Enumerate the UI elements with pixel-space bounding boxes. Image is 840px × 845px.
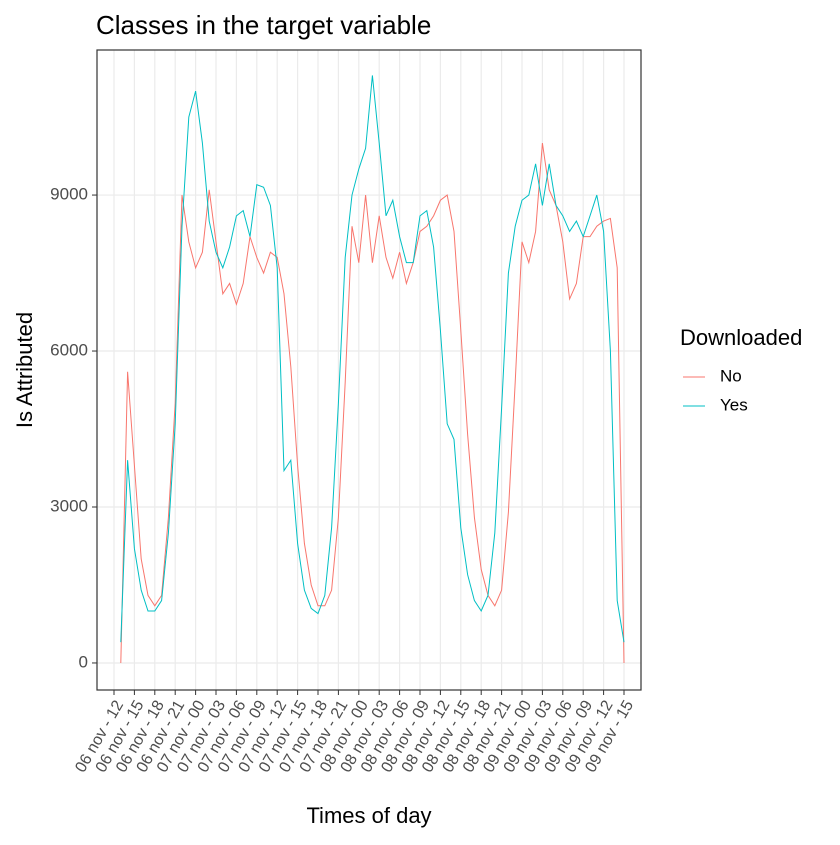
y-tick-label: 9000 xyxy=(50,185,88,204)
data-line xyxy=(120,75,625,643)
legend-label: No xyxy=(720,366,742,385)
y-tick-label: 6000 xyxy=(50,341,88,360)
x-axis-label: Times of day xyxy=(306,803,431,828)
y-tick-label: 3000 xyxy=(50,496,88,515)
y-axis-label: Is Attributed xyxy=(12,312,37,428)
legend-label: Yes xyxy=(720,395,748,414)
panel-border xyxy=(96,49,642,691)
data-line xyxy=(120,142,625,663)
chart-title: Classes in the target variable xyxy=(96,10,431,40)
y-tick-label: 0 xyxy=(79,652,88,671)
legend-title: Downloaded xyxy=(680,325,802,350)
